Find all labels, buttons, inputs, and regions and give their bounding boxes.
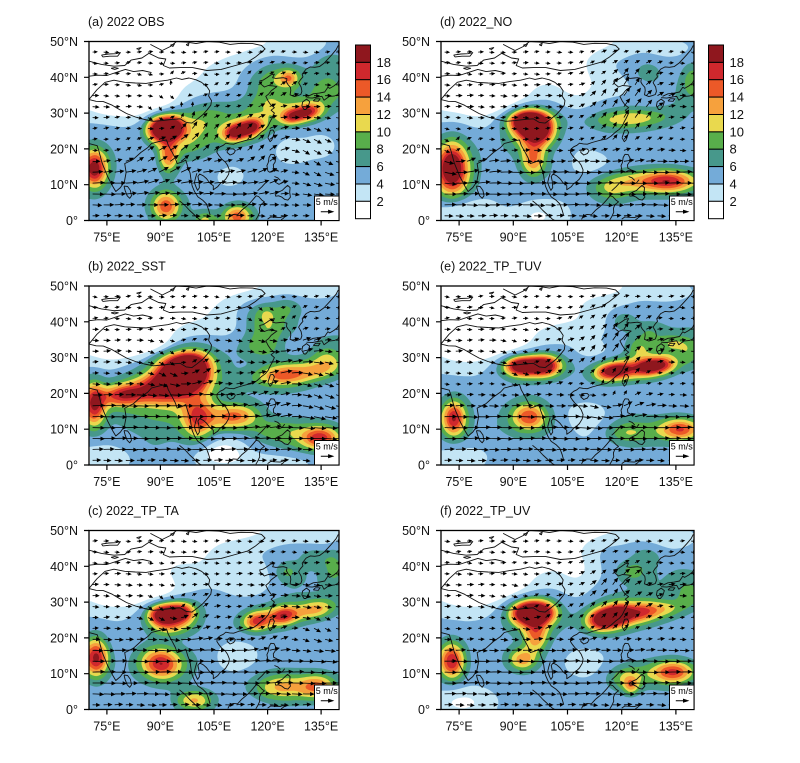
svg-text:75°E: 75°E [93,231,120,245]
svg-text:30°N: 30°N [50,351,78,365]
svg-text:40°N: 40°N [50,315,78,329]
svg-text:0°: 0° [418,459,430,473]
svg-text:135°E: 135°E [304,231,338,245]
svg-text:105°E: 105°E [550,475,584,489]
svg-text:10°N: 10°N [50,423,78,437]
svg-text:90°E: 90°E [500,720,527,734]
svg-text:0°: 0° [418,703,430,717]
svg-text:75°E: 75°E [93,475,120,489]
svg-text:2: 2 [730,194,737,209]
svg-text:20°N: 20°N [50,631,78,645]
svg-text:(f) 2022_TP_UV: (f) 2022_TP_UV [440,504,531,518]
svg-text:40°N: 40°N [402,560,430,574]
svg-text:135°E: 135°E [659,720,693,734]
svg-text:2: 2 [377,194,384,209]
svg-text:50°N: 50°N [50,280,78,294]
svg-text:10°N: 10°N [402,667,430,681]
svg-text:30°N: 30°N [402,107,430,121]
svg-text:5 m/s: 5 m/s [671,442,694,452]
svg-text:135°E: 135°E [304,475,338,489]
svg-text:0°: 0° [66,459,78,473]
svg-text:(d) 2022_NO: (d) 2022_NO [440,15,513,29]
svg-text:12: 12 [377,107,391,122]
svg-text:120°E: 120°E [605,231,639,245]
svg-text:120°E: 120°E [250,231,284,245]
svg-text:90°E: 90°E [500,231,527,245]
svg-text:30°N: 30°N [50,107,78,121]
svg-text:40°N: 40°N [402,71,430,85]
svg-text:14: 14 [377,90,391,105]
svg-text:5 m/s: 5 m/s [316,197,339,207]
svg-text:6: 6 [377,159,384,174]
svg-text:5 m/s: 5 m/s [316,442,339,452]
svg-text:14: 14 [730,90,744,105]
svg-text:50°N: 50°N [402,280,430,294]
svg-text:6: 6 [730,159,737,174]
svg-text:105°E: 105°E [197,475,231,489]
svg-text:4: 4 [730,177,737,192]
svg-text:50°N: 50°N [50,524,78,538]
svg-text:(a) 2022 OBS: (a) 2022 OBS [88,15,164,29]
svg-text:120°E: 120°E [250,475,284,489]
svg-text:75°E: 75°E [445,475,472,489]
svg-text:30°N: 30°N [50,596,78,610]
svg-text:16: 16 [730,72,744,87]
svg-text:10°N: 10°N [50,667,78,681]
svg-text:10°N: 10°N [402,178,430,192]
svg-text:75°E: 75°E [445,720,472,734]
svg-text:135°E: 135°E [659,475,693,489]
svg-text:40°N: 40°N [50,560,78,574]
svg-text:120°E: 120°E [605,720,639,734]
svg-text:8: 8 [730,142,737,157]
svg-text:20°N: 20°N [402,142,430,156]
svg-text:12: 12 [730,107,744,122]
svg-text:90°E: 90°E [147,231,174,245]
svg-text:20°N: 20°N [402,631,430,645]
svg-text:120°E: 120°E [605,475,639,489]
svg-text:40°N: 40°N [402,315,430,329]
svg-text:8: 8 [377,142,384,157]
svg-text:0°: 0° [66,703,78,717]
svg-text:20°N: 20°N [402,387,430,401]
svg-text:50°N: 50°N [50,35,78,49]
svg-text:90°E: 90°E [147,475,174,489]
svg-text:90°E: 90°E [147,720,174,734]
svg-text:105°E: 105°E [550,231,584,245]
svg-text:135°E: 135°E [659,231,693,245]
svg-text:90°E: 90°E [500,475,527,489]
svg-text:5 m/s: 5 m/s [671,686,694,696]
svg-text:0°: 0° [66,214,78,228]
svg-text:10: 10 [377,124,391,139]
svg-text:16: 16 [377,72,391,87]
svg-text:50°N: 50°N [402,524,430,538]
svg-text:20°N: 20°N [50,142,78,156]
svg-text:105°E: 105°E [197,231,231,245]
svg-text:50°N: 50°N [402,35,430,49]
svg-text:75°E: 75°E [445,231,472,245]
svg-text:(c) 2022_TP_TA: (c) 2022_TP_TA [88,504,179,518]
svg-text:10°N: 10°N [402,423,430,437]
svg-text:105°E: 105°E [197,720,231,734]
svg-text:20°N: 20°N [50,387,78,401]
svg-text:10°N: 10°N [50,178,78,192]
svg-text:75°E: 75°E [93,720,120,734]
svg-text:105°E: 105°E [550,720,584,734]
svg-text:10: 10 [730,124,744,139]
svg-text:30°N: 30°N [402,596,430,610]
svg-text:120°E: 120°E [250,720,284,734]
svg-text:(b) 2022_SST: (b) 2022_SST [88,260,166,274]
svg-text:5 m/s: 5 m/s [316,686,339,696]
svg-text:40°N: 40°N [50,71,78,85]
svg-text:0°: 0° [418,214,430,228]
svg-text:5 m/s: 5 m/s [671,197,694,207]
svg-text:135°E: 135°E [304,720,338,734]
svg-text:(e) 2022_TP_TUV: (e) 2022_TP_TUV [440,260,542,274]
svg-text:4: 4 [377,177,384,192]
svg-text:18: 18 [730,55,744,70]
svg-text:30°N: 30°N [402,351,430,365]
svg-text:18: 18 [377,55,391,70]
